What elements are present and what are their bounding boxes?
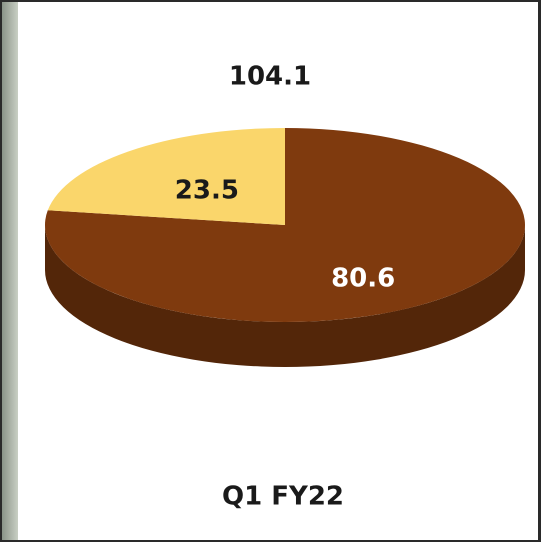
total-label: 104.1 <box>229 62 311 92</box>
value-label: 23.5 <box>175 175 239 205</box>
background-photo <box>2 2 18 540</box>
slice <box>47 128 286 225</box>
pie: 80.6 23.5 <box>45 128 526 367</box>
slice-side <box>45 225 525 367</box>
value-label: 80.6 <box>331 264 395 294</box>
period-label: Q1 FY22 <box>222 482 344 512</box>
